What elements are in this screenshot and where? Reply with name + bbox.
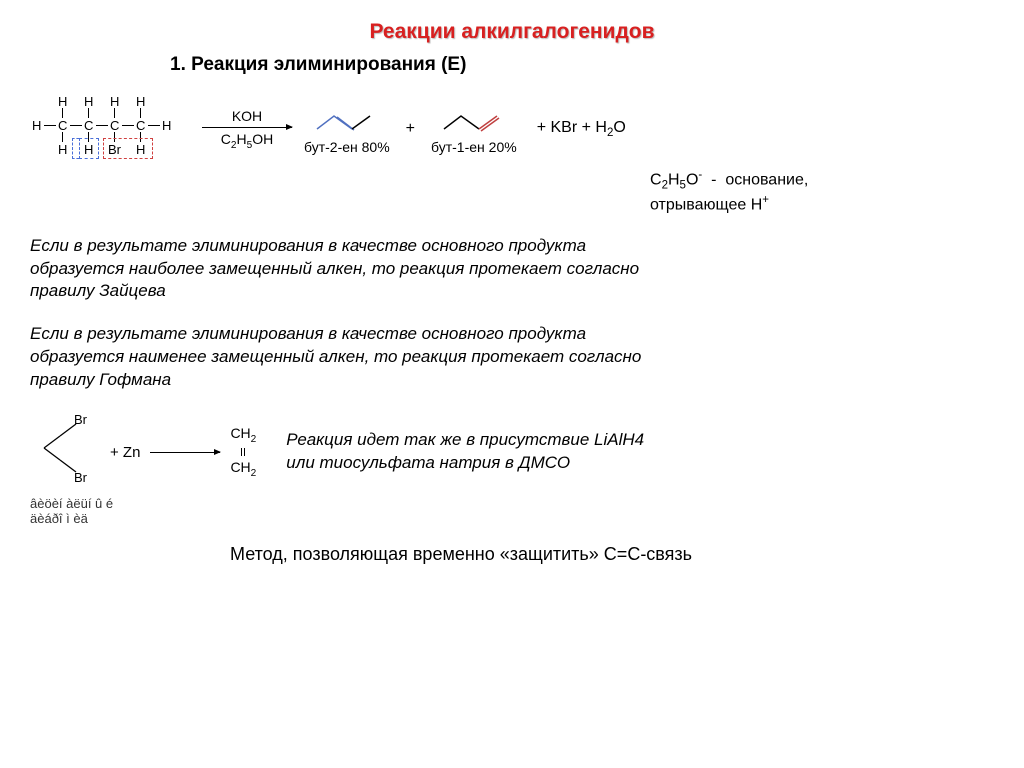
atom-h: H bbox=[110, 94, 119, 109]
reaction-row-1: H H H H H C C C C H H H Br H bbox=[30, 94, 994, 164]
atom-c: C bbox=[58, 118, 67, 133]
atom-h: H bbox=[32, 118, 41, 133]
reagent-top: KOH bbox=[232, 108, 262, 124]
zaitsev-rule-paragraph: Если в результате элиминирования в качес… bbox=[30, 235, 994, 304]
ethene-product: CH2 CH2 bbox=[230, 426, 256, 479]
reaction-arrow: KOH C2H5OH bbox=[202, 108, 292, 151]
page-title: Реакции алкилгалогенидов bbox=[30, 20, 994, 44]
base-note: C2H5O- - основание, отрывающее H+ bbox=[650, 168, 994, 217]
product-1-label: бут-2-ен 80% bbox=[304, 139, 390, 155]
zn-reagent: + Zn bbox=[110, 444, 140, 461]
atom-h: H bbox=[162, 118, 171, 133]
reagent-bottom: C2H5OH bbox=[221, 131, 273, 151]
dibromide-structure: Br Br bbox=[30, 412, 100, 492]
plus-sign: + bbox=[406, 120, 415, 138]
atom-c: C bbox=[136, 118, 145, 133]
blue-dash-box bbox=[79, 138, 99, 159]
product-2-label: бут-1-ен 20% bbox=[431, 139, 517, 155]
section-subtitle: 1. Реакция элиминирования (Е) bbox=[170, 54, 994, 76]
atom-h: H bbox=[136, 94, 145, 109]
product-1: бут-2-ен 80% bbox=[304, 104, 390, 155]
product-2: бут-1-ен 20% bbox=[431, 104, 517, 155]
blue-dash-box bbox=[72, 138, 79, 159]
reaction-row-2: Br Br + Zn CH2 CH2 Реакция идет так же в… bbox=[30, 412, 994, 492]
garbled-text: âèöèí àëüí û é äèáðî ì èä bbox=[30, 496, 994, 526]
svg-text:Br: Br bbox=[74, 470, 88, 485]
byproducts: + KBr + H2O bbox=[537, 119, 626, 139]
method-statement: Метод, позволяющая временно «защитить» С… bbox=[230, 544, 994, 565]
atom-h: H bbox=[58, 142, 67, 157]
but-2-ene-skeleton bbox=[312, 104, 382, 134]
atom-h: H bbox=[58, 94, 67, 109]
reactant-structure: H H H H H C C C C H H H Br H bbox=[30, 94, 190, 164]
reaction-arrow-2 bbox=[150, 452, 220, 453]
atom-h: H bbox=[84, 94, 93, 109]
atom-c: C bbox=[84, 118, 93, 133]
red-dash-box bbox=[103, 138, 153, 159]
hofmann-rule-paragraph: Если в результате элиминирования в качес… bbox=[30, 323, 994, 392]
atom-c: C bbox=[110, 118, 119, 133]
but-1-ene-skeleton bbox=[439, 104, 509, 134]
lialh4-note: Реакция идет так же в присутствие LiAlH4… bbox=[286, 429, 644, 475]
